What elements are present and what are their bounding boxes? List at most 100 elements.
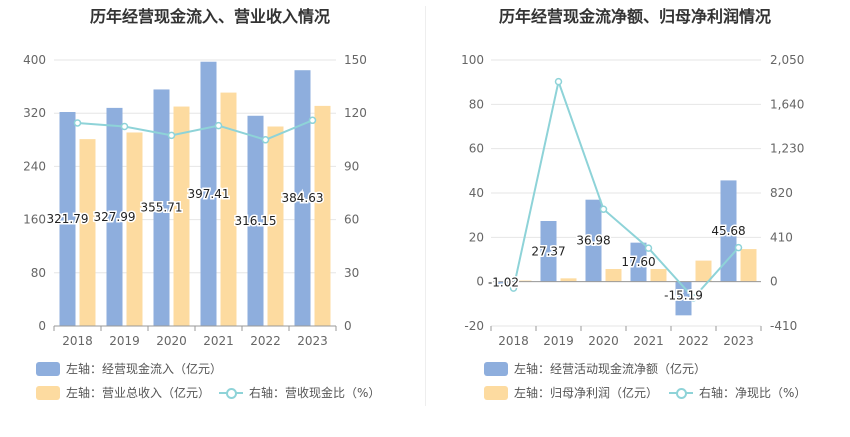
y-right-tick-label: 30 bbox=[344, 266, 359, 280]
legend-swatch bbox=[484, 361, 508, 376]
x-tick-label: 2020 bbox=[156, 334, 187, 348]
bar-2021-series1 bbox=[630, 242, 647, 282]
ratio-line bbox=[512, 77, 740, 300]
bar-2020-series2 bbox=[173, 106, 190, 326]
y-left-tick-label: 320 bbox=[23, 106, 46, 120]
bar-2022-series1 bbox=[247, 115, 264, 326]
ratio-point-2018 bbox=[73, 119, 82, 127]
y-left-tick-label: 80 bbox=[31, 266, 46, 280]
ratio-point-2022 bbox=[689, 294, 698, 302]
bar-2021-series2 bbox=[220, 92, 237, 327]
data-label-2021: 17.60 bbox=[621, 255, 655, 269]
y-left-tick-label: 20 bbox=[469, 230, 484, 244]
y-right-tick-label: -410 bbox=[770, 319, 797, 333]
bar-2023-series1 bbox=[294, 70, 311, 327]
bar-2020-series1 bbox=[153, 89, 170, 326]
x-tick-label: 2021 bbox=[203, 334, 234, 348]
bar-2023-series2 bbox=[314, 105, 331, 326]
legend-swatch bbox=[36, 385, 60, 400]
data-label-2020: 355.71 bbox=[141, 201, 183, 215]
right-chart: -20 -410 0 0 20 410 40 820 60 1,230 80 1,640 100 2,05… bbox=[461, 53, 804, 348]
legend-item-cash-ratio[interactable]: 右轴：营收现金比（%） bbox=[219, 384, 380, 401]
y-left-tick-label: 160 bbox=[23, 213, 46, 227]
bar-2022-series2 bbox=[695, 260, 712, 282]
left-chart-title: 历年经营现金流入、营业收入情况 bbox=[89, 7, 330, 26]
data-label-2023: 384.63 bbox=[282, 191, 324, 205]
data-label-2020: 36.98 bbox=[576, 234, 610, 248]
x-tick-label: 2020 bbox=[588, 334, 619, 348]
ratio-point-2020 bbox=[599, 205, 608, 213]
left-chart: 0 0 80 30 160 60 240 90 320 120 400 150 2018 2019 2020… bbox=[23, 53, 367, 348]
legend-swatch bbox=[36, 361, 60, 376]
y-left-tick-label: 0 bbox=[38, 319, 46, 333]
ratio-point-2019 bbox=[554, 77, 563, 86]
y-right-tick-label: 2,050 bbox=[770, 53, 804, 67]
legend-item-cash-inflow[interactable]: 左轴：经营现金流入（亿元） bbox=[36, 360, 222, 377]
y-right-tick-label: 90 bbox=[344, 159, 359, 173]
bar-2021-series2 bbox=[650, 269, 667, 282]
x-tick-label: 2021 bbox=[633, 334, 664, 348]
y-left-tick-label: 40 bbox=[469, 186, 484, 200]
y-left-tick-label: 240 bbox=[23, 159, 46, 173]
x-tick-label: 2023 bbox=[723, 334, 754, 348]
data-label-2019: 327.99 bbox=[94, 210, 136, 224]
y-right-tick-label: 120 bbox=[344, 106, 367, 120]
data-label-2018: 321.79 bbox=[47, 212, 89, 226]
y-left-tick-label: 100 bbox=[461, 53, 484, 67]
ratio-point-2023 bbox=[308, 116, 317, 125]
ratio-point-2021 bbox=[214, 121, 223, 130]
y-right-tick-label: 820 bbox=[770, 186, 793, 200]
y-left-tick-label: 80 bbox=[469, 97, 484, 111]
y-right-tick-label: 0 bbox=[770, 275, 778, 289]
ratio-line bbox=[77, 119, 313, 141]
ratio-point-2022 bbox=[261, 136, 270, 144]
x-tick-label: 2019 bbox=[109, 334, 140, 348]
y-right-tick-label: 1,640 bbox=[770, 97, 804, 111]
bar-2022-series2 bbox=[267, 126, 284, 326]
data-label-2022: 316.15 bbox=[235, 214, 277, 228]
data-label-2018: -1.02 bbox=[488, 276, 519, 290]
y-left-tick-label: 60 bbox=[469, 142, 484, 156]
ratio-point-2019 bbox=[120, 122, 129, 131]
bar-2019-series2 bbox=[126, 132, 143, 326]
ratio-point-2021 bbox=[644, 244, 653, 252]
legend-line-marker bbox=[219, 386, 243, 400]
bar-2018-series1 bbox=[59, 112, 76, 327]
bar-2020-series2 bbox=[605, 269, 622, 282]
y-left-tick-label: 400 bbox=[23, 53, 46, 67]
y-right-tick-label: 1,230 bbox=[770, 142, 804, 156]
legend-item-revenue[interactable]: 左轴：营业总收入（亿元） bbox=[36, 384, 210, 401]
y-right-tick-label: 150 bbox=[344, 53, 367, 67]
x-tick-label: 2022 bbox=[678, 334, 709, 348]
legend-label: 左轴：经营活动现金流净额（亿元） bbox=[514, 362, 707, 376]
legend-label: 右轴：营收现金比（%） bbox=[249, 386, 381, 400]
y-right-tick-label: 60 bbox=[344, 213, 359, 227]
legend-item-net-profit[interactable]: 左轴：归母净利润（亿元） bbox=[484, 384, 658, 401]
ratio-point-2020 bbox=[167, 131, 176, 140]
legend-item-net-cash-ratio[interactable]: 右轴：净现比（%） bbox=[669, 384, 806, 401]
bar-2023-series2 bbox=[740, 249, 757, 282]
legend-label: 左轴：经营现金流入（亿元） bbox=[66, 362, 223, 376]
legend-label: 左轴：归母净利润（亿元） bbox=[514, 386, 659, 400]
bar-2019-series2 bbox=[560, 278, 577, 282]
legend-label: 左轴：营业总收入（亿元） bbox=[66, 386, 211, 400]
bar-2023-series1 bbox=[720, 180, 737, 282]
bar-2018-series2 bbox=[79, 139, 96, 326]
bar-2019-series1 bbox=[540, 220, 557, 282]
panel-divider bbox=[425, 6, 426, 406]
legend-item-net-cash-flow[interactable]: 左轴：经营活动现金流净额（亿元） bbox=[484, 360, 706, 377]
y-left-tick-label: 0 bbox=[476, 275, 484, 289]
y-right-tick-label: 0 bbox=[344, 319, 352, 333]
right-chart-title: 历年经营现金流净额、归母净利润情况 bbox=[498, 7, 771, 26]
ratio-point-2018 bbox=[509, 284, 518, 292]
data-label-2023: 45.68 bbox=[711, 224, 745, 238]
y-right-tick-label: 410 bbox=[770, 230, 793, 244]
legend-line-marker bbox=[669, 386, 693, 400]
bar-2018-series2 bbox=[515, 280, 532, 282]
legend-swatch bbox=[484, 385, 508, 400]
bar-2020-series1 bbox=[585, 199, 602, 282]
data-label-2021: 397.41 bbox=[188, 187, 230, 201]
x-tick-label: 2018 bbox=[62, 334, 93, 348]
x-tick-label: 2022 bbox=[250, 334, 281, 348]
x-tick-label: 2019 bbox=[543, 334, 574, 348]
